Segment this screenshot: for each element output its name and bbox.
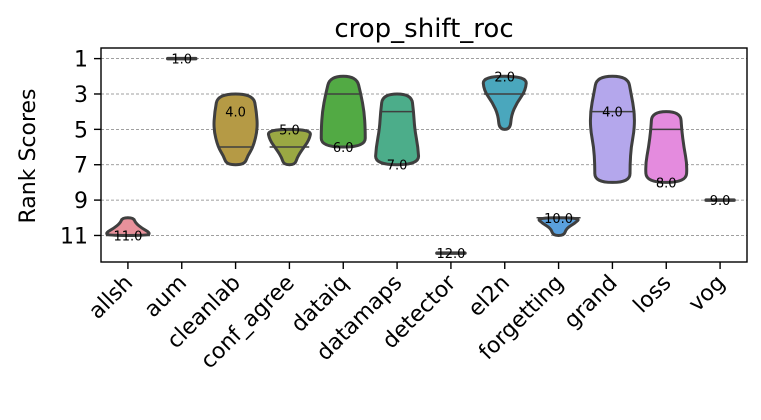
value-label-el2n: 2.0: [494, 70, 515, 85]
x-tick-label-grand: grand: [559, 271, 622, 334]
value-label-loss: 8.0: [656, 176, 677, 191]
y-tick-label-3: 3: [74, 83, 88, 108]
violin-el2n: [481, 74, 528, 131]
violin-grand: [588, 74, 636, 184]
y-axis: 1 3 5 7 9 11: [60, 48, 101, 249]
x-tick-label-allsh: allsh: [84, 271, 138, 325]
y-tick-label-11: 11: [60, 224, 88, 249]
value-label-dataiq: 6.0: [333, 141, 354, 156]
y-tick-label-7: 7: [74, 154, 88, 179]
y-tick-label-5: 5: [74, 118, 88, 143]
violin-loss: [644, 110, 689, 184]
violin-cleanlab: [212, 92, 259, 167]
value-label-datamaps: 7.0: [387, 159, 408, 174]
value-label-vog: 9.0: [710, 194, 731, 209]
value-label-detector: 12.0: [436, 247, 465, 262]
y-axis-label: Rank Scores: [16, 88, 41, 223]
x-tick-label-loss: loss: [629, 271, 677, 319]
violin-dataiq: [319, 74, 367, 149]
violin-forgetting: [537, 216, 580, 237]
y-tick-label-9: 9: [74, 189, 88, 214]
value-label-cleanlab: 4.0: [225, 106, 246, 121]
value-label-conf_agree: 5.0: [279, 123, 300, 138]
value-label-aum: 1.0: [171, 53, 192, 68]
x-tick-label-vog: vog: [684, 271, 730, 317]
chart-title: crop_shift_roc: [334, 14, 513, 44]
annotation-layer: 11.0 1.0 4.0 5.0 6.0 7.0 12.0 2.0 10.0 4.0 8.0 9.0: [113, 53, 730, 263]
x-axis: allsh aumcleanlabconf_agreedataiqdatamaps…: [84, 262, 730, 374]
violin-layer: [105, 56, 736, 255]
y-tick-label-1: 1: [74, 48, 88, 73]
violin-datamaps: [374, 92, 421, 167]
value-label-allsh: 11.0: [113, 229, 142, 244]
plot-frame: [100, 47, 748, 263]
value-label-forgetting: 10.0: [544, 212, 573, 227]
grid-layer: [101, 58, 747, 236]
value-label-grand: 4.0: [602, 106, 623, 121]
